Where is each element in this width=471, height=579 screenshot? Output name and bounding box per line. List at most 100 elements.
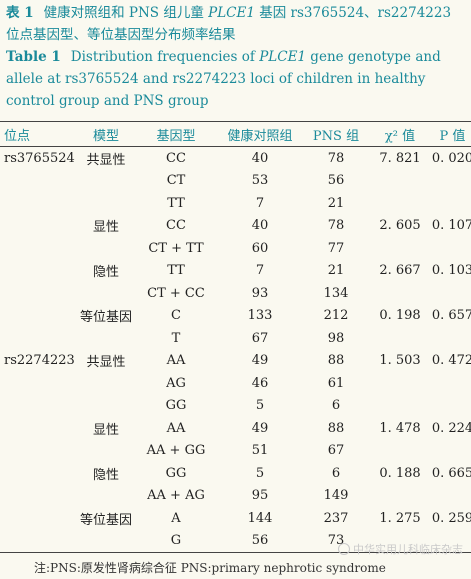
cell-locus: [0, 215, 78, 238]
cell-genotype: CT: [166, 173, 186, 189]
cell-pns: 212: [323, 308, 349, 324]
cell-chi2: 2. 605: [379, 218, 421, 234]
watermark: 中华实用儿科临床杂志: [338, 541, 463, 557]
cell-genotype: TT: [167, 263, 185, 279]
cell-genotype: AG: [166, 375, 186, 391]
cell-chi2: [370, 372, 430, 395]
cell-p: [430, 282, 471, 305]
table-row: AG 46 61: [0, 372, 471, 395]
cell-genotype: GG: [165, 465, 187, 481]
genotype-table: 位点 模型 基因型 健康对照组 PNS 组 χ² 值 P 值 rs3765524…: [0, 121, 471, 553]
cell-pns: 21: [327, 263, 345, 279]
cell-control: 40: [251, 218, 269, 234]
cell-p: 0. 107: [431, 218, 471, 234]
table-row: CT 53 56: [0, 170, 471, 193]
cell-control: 93: [251, 285, 269, 301]
wechat-icon: [338, 543, 350, 555]
cell-locus: [0, 529, 78, 553]
cell-control: 46: [251, 375, 269, 391]
cell-genotype: AA: [166, 353, 186, 369]
cell-control: 60: [251, 240, 269, 256]
cell-genotype: A: [171, 510, 181, 526]
header-pns: PNS 组: [302, 121, 370, 147]
cell-chi2: [370, 282, 430, 305]
table-row: AA + AG 95 149: [0, 485, 471, 508]
cell-control: 133: [247, 308, 273, 324]
cell-locus: [0, 305, 78, 328]
cell-control: 40: [251, 150, 269, 166]
cell-p: 0. 657: [431, 308, 471, 324]
cell-p: [430, 440, 471, 463]
table-row: rs3765524 共显性 CC 40 78 7. 821 0. 020: [0, 147, 471, 170]
cell-locus: [0, 237, 78, 260]
cell-locus: [0, 440, 78, 463]
cell-p: 0. 259: [431, 510, 471, 526]
cell-chi2: [370, 440, 430, 463]
cell-locus: [0, 507, 78, 530]
cell-genotype: CT + TT: [148, 240, 204, 256]
header-control: 健康对照组: [218, 121, 302, 147]
cell-model: [78, 372, 134, 395]
cell-chi2: [370, 395, 430, 418]
table-header-row: 位点 模型 基因型 健康对照组 PNS 组 χ² 值 P 值: [0, 121, 471, 147]
cell-model: [78, 395, 134, 418]
caption-english-label: Table 1: [6, 49, 61, 65]
cell-locus: [0, 192, 78, 215]
cell-locus: [0, 260, 78, 283]
cell-genotype: G: [134, 529, 218, 553]
cell-chi2: [370, 327, 430, 350]
cell-chi2: [370, 237, 430, 260]
cell-model: [78, 282, 134, 305]
cell-genotype: TT: [167, 195, 185, 211]
header-genotype: 基因型: [134, 121, 218, 147]
caption-chinese-gene: PLCE1: [208, 5, 255, 21]
cell-p: 0. 665: [431, 465, 471, 481]
cell-p: [430, 485, 471, 508]
cell-control: 5: [255, 465, 265, 481]
cell-locus: [0, 462, 78, 485]
cell-p: 0. 103: [431, 263, 471, 279]
table-row: TT 7 21: [0, 192, 471, 215]
table-row: 隐性 GG 5 6 0. 188 0. 665: [0, 462, 471, 485]
cell-chi2: 2. 667: [379, 263, 421, 279]
cell-model: 显性: [92, 422, 119, 438]
cell-model: 共显性: [86, 152, 126, 168]
cell-control: 49: [251, 353, 269, 369]
cell-chi2: 1. 478: [379, 420, 421, 436]
cell-p: [430, 529, 471, 553]
cell-pns: 56: [327, 173, 345, 189]
caption-chinese: 表 1 健康对照组和 PNS 组儿童 PLCE1 基因 rs3765524、rs2…: [6, 2, 468, 46]
cell-genotype: CC: [166, 150, 186, 166]
cell-pns: 237: [323, 510, 349, 526]
cell-p: 0. 472: [431, 353, 471, 369]
table-row: 隐性 TT 7 21 2. 667 0. 103: [0, 260, 471, 283]
cell-locus: rs3765524: [4, 150, 75, 166]
cell-locus: [0, 395, 78, 418]
cell-pns: 88: [327, 353, 345, 369]
caption-english: Table 1 Distribution frequencies of PLCE1…: [6, 46, 468, 112]
cell-control: 144: [247, 510, 273, 526]
cell-control: 53: [251, 173, 269, 189]
header-locus: 位点: [0, 121, 78, 147]
cell-chi2: 0. 198: [379, 308, 421, 324]
caption-chinese-text-before: 健康对照组和 PNS 组儿童: [43, 5, 209, 21]
cell-pns: 61: [327, 375, 345, 391]
cell-control: 7: [255, 195, 265, 211]
cell-genotype: CC: [166, 218, 186, 234]
cell-model: 等位基因: [79, 512, 132, 528]
cell-control: 67: [251, 330, 269, 346]
cell-pns: 98: [327, 330, 345, 346]
cell-locus: [0, 170, 78, 193]
cell-model: [78, 327, 134, 350]
cell-pns: 77: [327, 240, 345, 256]
cell-pns: 88: [327, 420, 345, 436]
caption-english-text-after: gene genotype and allele at rs3765524 an…: [6, 49, 441, 109]
cell-p: 0. 224: [431, 420, 471, 436]
cell-chi2: [370, 170, 430, 193]
table-body: rs3765524 共显性 CC 40 78 7. 821 0. 020 CT 53 56 TT 7 2…: [0, 147, 471, 553]
header-p: P 值: [430, 121, 471, 147]
table-row: G 56 73: [0, 529, 471, 553]
cell-control: 5: [255, 398, 265, 414]
cell-locus: [0, 485, 78, 508]
